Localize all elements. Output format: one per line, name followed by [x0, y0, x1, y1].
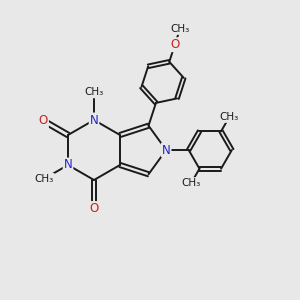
Text: CH₃: CH₃: [34, 174, 54, 184]
Text: CH₃: CH₃: [170, 24, 190, 34]
Text: O: O: [170, 38, 179, 51]
Text: CH₃: CH₃: [182, 178, 201, 188]
Text: N: N: [64, 158, 72, 172]
Text: CH₃: CH₃: [84, 87, 104, 98]
Text: CH₃: CH₃: [220, 112, 239, 122]
Text: O: O: [39, 114, 48, 127]
Text: N: N: [90, 113, 98, 127]
Text: N: N: [162, 143, 170, 157]
Text: O: O: [89, 202, 99, 215]
